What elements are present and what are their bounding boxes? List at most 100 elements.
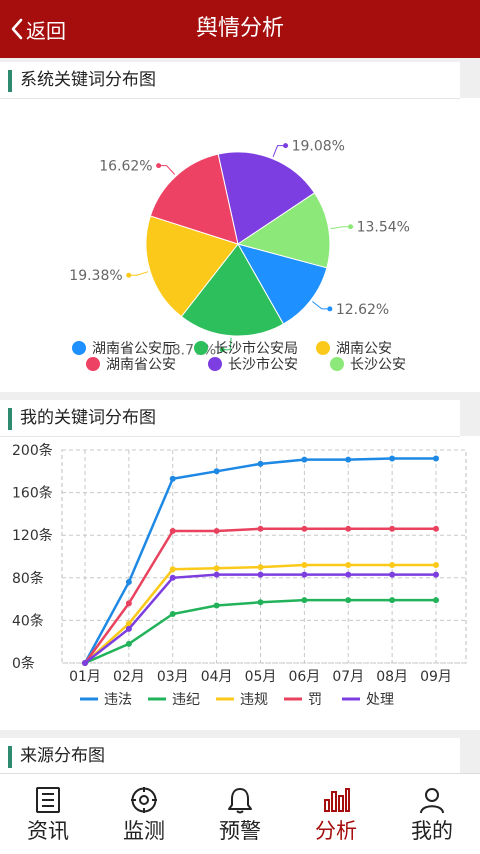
data-point [301,525,308,532]
section-title: 系统关键词分布图 [20,70,156,90]
pie-slice [149,153,239,245]
data-point [213,527,220,534]
tab-analysis[interactable]: 分析 [288,774,384,854]
data-point [389,571,396,578]
tab-alert[interactable]: 预警 [192,774,288,854]
y-tick-label: 0条 [12,655,35,672]
bar-chart-icon [324,788,350,812]
x-tick-label: 08月 [376,669,408,685]
data-point [433,562,439,569]
data-point [169,611,176,618]
legend-swatch [194,341,208,355]
x-tick-label: 01月 [69,669,101,685]
y-tick-label: 200条 [12,442,53,459]
legend-label: 湖南公安 [336,341,392,357]
x-tick-label: 05月 [245,669,277,685]
section-title: 来源分布图 [20,746,105,766]
section-accent-bar [8,70,12,92]
data-point [125,640,132,647]
pie-data-label: 16.62% [99,159,152,175]
source-distribution-card: 来源分布图 [0,738,480,775]
pie-leader-line [330,226,351,230]
data-point [125,625,132,632]
x-tick-label: 04月 [201,669,233,685]
data-point [125,600,132,607]
data-point [257,599,264,606]
legend-label: 违纪 [172,692,200,708]
pie-leader-line [272,145,286,157]
data-point [169,475,176,482]
tab-label: 资讯 [27,819,69,843]
data-point [213,571,220,578]
legend-label: 罚 [308,692,322,708]
data-point [389,597,396,604]
data-point [125,579,132,586]
y-tick-label: 120条 [12,527,53,544]
user-icon [420,788,444,814]
data-point [213,602,220,609]
x-tick-label: 07月 [332,669,364,685]
pie-slice [236,192,331,269]
plot-area-border [61,449,467,664]
legend-label: 长沙公安 [350,357,406,373]
legend-label: 长沙市公安局 [214,340,298,357]
pie-data-label: 13.54% [357,220,410,236]
data-point [169,574,176,581]
data-point [213,565,220,572]
data-point [169,527,176,534]
monitor-icon [131,787,157,813]
data-point [257,564,264,571]
data-point [433,571,439,578]
x-tick-label: 02月 [113,669,145,685]
x-tick-label: 06月 [288,669,320,685]
card-header: 系统关键词分布图 [0,62,480,99]
y-tick-label: 80条 [12,570,44,587]
tab-label: 我的 [411,819,453,843]
page-title: 舆情分析 [195,16,284,41]
card-header: 来源分布图 [0,738,480,775]
pie-leader-dot [283,143,289,149]
pie-slice [217,151,316,245]
legend-swatch [86,357,100,371]
data-point [433,525,439,532]
y-tick-label: 160条 [12,485,53,502]
tab-monitor[interactable]: 监测 [96,774,192,854]
legend-swatch [72,341,86,355]
pie-leader-dot [327,306,333,312]
legend-label: 长沙市公安 [228,356,298,373]
back-label: 返回 [26,18,66,43]
bottom-tab-bar: 资讯 监测 预警 分析 我的 [0,773,480,854]
data-point [301,597,308,604]
section-accent-bar [8,746,12,768]
pie-leader-line [222,337,232,351]
pie-slice [180,243,285,337]
legend-label: 处理 [366,692,394,708]
pie-leader-line [312,301,330,310]
section-accent-bar [8,408,12,430]
data-point [433,597,439,604]
legend-swatch [330,357,344,371]
back-button[interactable]: 返回 [10,14,66,44]
tab-news[interactable]: 资讯 [0,774,96,854]
section-title: 我的关键词分布图 [20,408,156,428]
pie-slice [236,243,328,325]
data-point [257,525,264,532]
x-tick-label: 03月 [157,669,189,685]
tab-mine[interactable]: 我的 [384,774,480,854]
data-point [389,525,396,532]
data-point [301,456,308,463]
card-header: 我的关键词分布图 [0,400,480,437]
tab-label: 预警 [219,819,261,843]
legend-swatch [316,341,330,355]
tab-label: 分析 [315,819,357,843]
pie-leader-line [158,165,176,175]
data-point [213,468,220,475]
keyword-pie-chart: 12.62%18.77%19.38%16.62%19.08%13.54%湖南省公… [69,139,410,373]
top-bar: 返回 舆情分析 [0,0,480,58]
data-point [345,597,352,604]
legend-label: 违法 [104,692,132,708]
data-point [301,571,308,578]
data-point [345,571,352,578]
pie-slice [145,215,239,318]
system-keyword-card: 系统关键词分布图 12.62% 18.77% 19.38% 16.62% 19.08% 1… [0,62,480,392]
